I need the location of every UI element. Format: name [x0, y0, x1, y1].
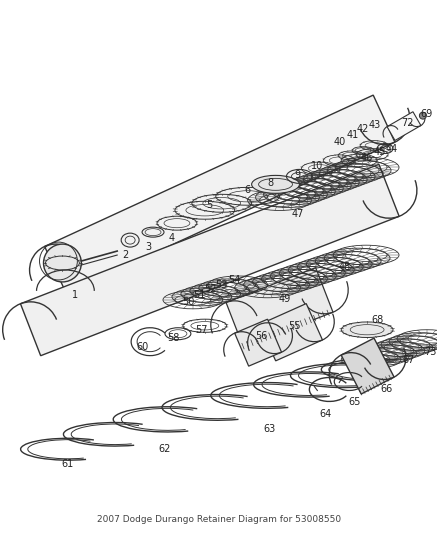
Text: 9: 9 — [294, 171, 300, 180]
Text: 73: 73 — [425, 346, 437, 357]
Polygon shape — [235, 319, 282, 366]
Text: 55: 55 — [288, 321, 301, 331]
Polygon shape — [45, 95, 395, 294]
Text: 53: 53 — [215, 280, 228, 290]
Text: 61: 61 — [61, 459, 74, 469]
Ellipse shape — [341, 322, 393, 337]
Text: 68: 68 — [371, 315, 383, 325]
Text: 62: 62 — [159, 444, 171, 454]
Polygon shape — [341, 338, 394, 394]
Text: 58: 58 — [167, 333, 179, 343]
Text: 45: 45 — [374, 148, 386, 157]
Text: 65: 65 — [348, 398, 360, 407]
Text: 60: 60 — [136, 342, 148, 352]
Text: 41: 41 — [346, 130, 358, 140]
Text: 50: 50 — [182, 297, 194, 307]
Ellipse shape — [420, 112, 426, 119]
Text: 67: 67 — [403, 354, 415, 365]
Polygon shape — [21, 164, 399, 356]
Text: 1: 1 — [72, 290, 78, 300]
Text: 43: 43 — [369, 119, 381, 130]
Polygon shape — [226, 268, 333, 347]
Text: 40: 40 — [333, 136, 346, 147]
Text: 42: 42 — [357, 124, 369, 134]
Text: 52: 52 — [205, 284, 217, 294]
Ellipse shape — [43, 244, 81, 282]
Text: 64: 64 — [319, 409, 332, 419]
Text: 10: 10 — [311, 161, 324, 172]
Text: 2: 2 — [122, 250, 128, 260]
Ellipse shape — [251, 175, 300, 193]
Polygon shape — [259, 304, 322, 361]
Text: 6: 6 — [244, 185, 251, 195]
Text: 48: 48 — [338, 262, 350, 272]
Text: 5: 5 — [207, 200, 213, 210]
Text: 54: 54 — [229, 275, 241, 285]
Text: 63: 63 — [263, 424, 276, 434]
Text: 56: 56 — [255, 330, 268, 341]
Text: 57: 57 — [196, 325, 208, 335]
Text: 2007 Dodge Durango Retainer Diagram for 53008550: 2007 Dodge Durango Retainer Diagram for … — [97, 515, 341, 524]
Polygon shape — [387, 112, 421, 141]
Text: 8: 8 — [268, 179, 274, 188]
Text: 44: 44 — [386, 143, 398, 154]
Text: 72: 72 — [401, 118, 413, 127]
Text: 4: 4 — [169, 233, 175, 243]
Text: 3: 3 — [145, 242, 151, 252]
Text: 47: 47 — [291, 209, 304, 219]
Text: 46: 46 — [361, 154, 373, 164]
Text: 69: 69 — [421, 109, 433, 119]
Text: 49: 49 — [279, 294, 290, 304]
Text: 51: 51 — [194, 290, 206, 300]
Text: 66: 66 — [380, 384, 392, 394]
